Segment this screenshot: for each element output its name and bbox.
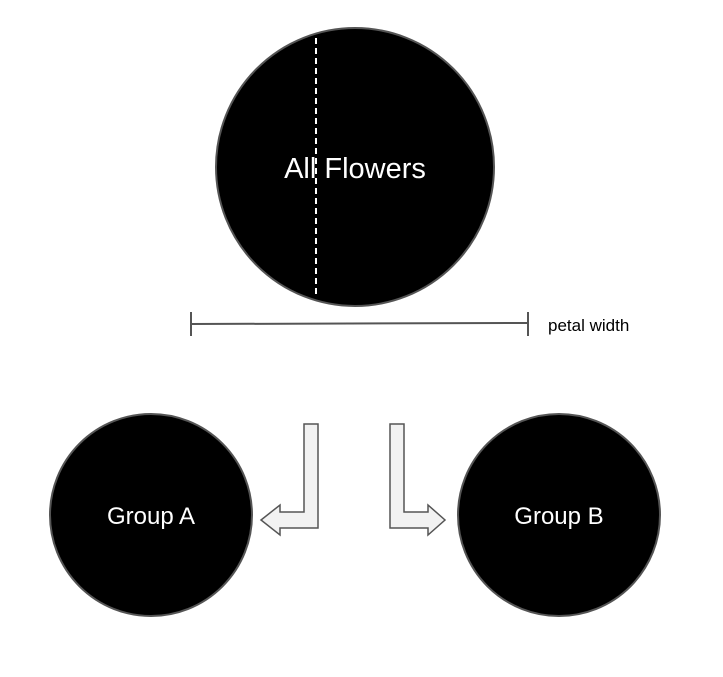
axis-line <box>190 322 529 325</box>
group-b-circle <box>457 413 661 617</box>
arrow-to-group-a <box>259 423 319 537</box>
root-node-circle <box>215 27 495 307</box>
group-a-node: Group A <box>49 413 253 617</box>
petal-width-axis: petal width <box>190 312 629 336</box>
group-b-label: Group B <box>514 503 603 530</box>
group-a-circle <box>49 413 253 617</box>
root-node: All Flowers <box>215 27 495 307</box>
group-b-node: Group B <box>457 413 661 617</box>
group-a-label: Group A <box>107 503 195 530</box>
arrow-to-group-b <box>389 423 447 537</box>
axis-label: petal width <box>548 316 629 335</box>
root-node-label: All Flowers <box>284 153 426 185</box>
